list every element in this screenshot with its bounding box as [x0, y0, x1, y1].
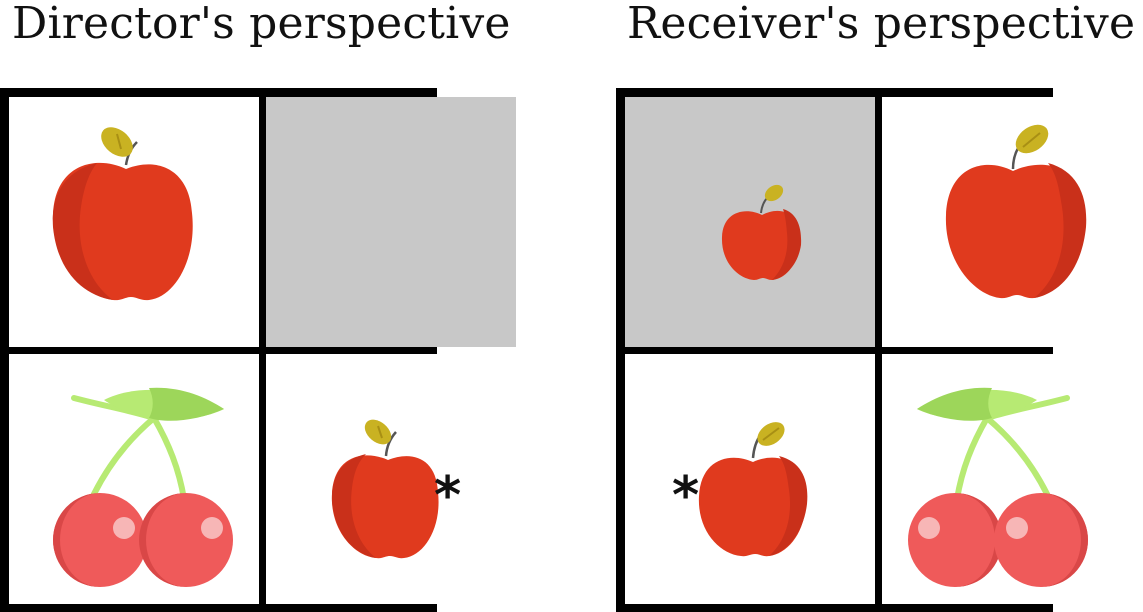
receiver-cell-top-right — [882, 97, 1132, 347]
director-cell-top-left — [9, 97, 259, 347]
director-target-marker: * — [434, 466, 462, 526]
director-title: Director's perspective — [12, 0, 511, 49]
receiver-target-marker: * — [672, 466, 700, 526]
director-cell-bottom-left — [9, 354, 259, 604]
receiver-cell-bottom-left — [625, 354, 875, 604]
director-grid: * — [0, 88, 516, 612]
cherries-icon — [908, 387, 1088, 587]
receiver-grid: * — [616, 88, 1132, 612]
receiver-title: Receiver's perspective — [627, 0, 1136, 49]
large-apple-icon — [945, 124, 1087, 299]
large-apple-icon — [52, 127, 193, 301]
receiver-cell-bottom-right — [882, 354, 1132, 604]
director-cell-top-right-blocked — [266, 97, 516, 347]
cherries-icon — [53, 387, 233, 587]
tiny-apple-icon — [721, 184, 802, 280]
director-cell-bottom-right — [266, 354, 516, 604]
receiver-cell-top-left-blocked — [625, 97, 875, 347]
small-apple-icon — [698, 422, 808, 557]
small-apple-icon — [331, 419, 439, 559]
